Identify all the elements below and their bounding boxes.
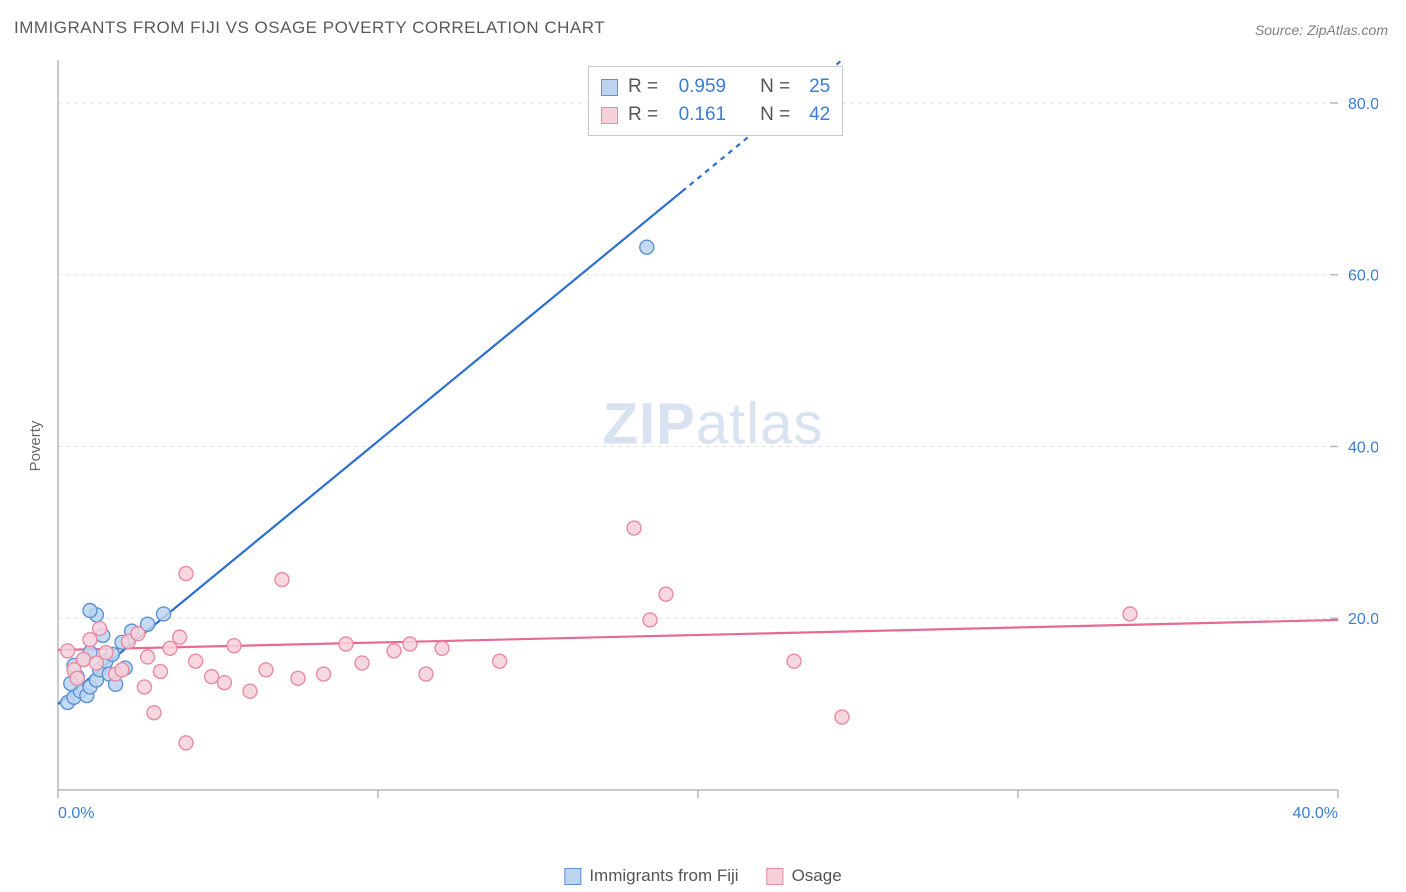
data-point: [163, 641, 177, 655]
x-tick-label: 0.0%: [58, 805, 94, 822]
data-point: [435, 641, 449, 655]
source-credit: Source: ZipAtlas.com: [1255, 22, 1388, 38]
series-legend: Immigrants from Fiji Osage: [564, 866, 841, 886]
correlation-legend: R = 0.959 N = 25 R = 0.161 N = 42: [588, 66, 843, 136]
y-tick-label: 40.0%: [1348, 439, 1378, 456]
data-point: [153, 664, 167, 678]
data-point: [640, 240, 654, 254]
scatter-chart: 20.0% 40.0% 60.0% 80.0% 0.0% 40.0%: [48, 50, 1378, 830]
data-point: [157, 607, 171, 621]
data-point: [131, 627, 145, 641]
x-tick-label: 40.0%: [1293, 805, 1338, 822]
data-point: [115, 663, 129, 677]
data-point: [259, 663, 273, 677]
legend-row: R = 0.161 N = 42: [601, 101, 830, 129]
data-point: [387, 644, 401, 658]
legend-r-value: 0.161: [668, 104, 726, 126]
legend-row: R = 0.959 N = 25: [601, 73, 830, 101]
data-point: [61, 644, 75, 658]
legend-swatch: [564, 868, 581, 885]
y-axis-label: Poverty: [27, 421, 44, 472]
y-tick-label: 80.0%: [1348, 96, 1378, 113]
legend-r-value: 0.959: [668, 76, 726, 98]
data-point: [217, 676, 231, 690]
data-point: [243, 684, 257, 698]
source-prefix: Source:: [1255, 22, 1307, 38]
data-point: [77, 652, 91, 666]
data-point: [83, 604, 97, 618]
legend-n-label: N =: [760, 104, 790, 126]
legend-r-label: R =: [628, 104, 658, 126]
data-point: [70, 671, 84, 685]
plot-area: ZIPatlas 20.0%40.0%60.0%80.0%0.0%40.0% R…: [48, 50, 1378, 830]
data-point: [189, 654, 203, 668]
legend-n-value: 42: [800, 104, 830, 126]
y-tick-label: 60.0%: [1348, 268, 1378, 285]
legend-n-label: N =: [760, 76, 790, 98]
legend-n-value: 25: [800, 76, 830, 98]
legend-swatch: [601, 107, 618, 124]
data-point: [643, 613, 657, 627]
data-point: [659, 587, 673, 601]
data-point: [173, 630, 187, 644]
data-point: [179, 736, 193, 750]
legend-r-label: R =: [628, 76, 658, 98]
y-tick-label: 20.0%: [1348, 611, 1378, 628]
data-point: [1123, 607, 1137, 621]
series-legend-item: Immigrants from Fiji: [564, 866, 738, 886]
legend-swatch: [601, 79, 618, 96]
data-point: [99, 646, 113, 660]
data-point: [275, 573, 289, 587]
data-point: [227, 639, 241, 653]
chart-container: IMMIGRANTS FROM FIJI VS OSAGE POVERTY CO…: [0, 0, 1406, 892]
chart-title: IMMIGRANTS FROM FIJI VS OSAGE POVERTY CO…: [14, 18, 605, 38]
regression-line: [58, 620, 1338, 650]
data-point: [627, 521, 641, 535]
data-point: [493, 654, 507, 668]
data-point: [419, 667, 433, 681]
series-legend-label: Osage: [792, 866, 842, 886]
data-point: [787, 654, 801, 668]
data-point: [339, 637, 353, 651]
source-link[interactable]: ZipAtlas.com: [1307, 22, 1388, 38]
series-legend-label: Immigrants from Fiji: [589, 866, 738, 886]
data-point: [179, 567, 193, 581]
legend-swatch: [767, 868, 784, 885]
data-point: [141, 650, 155, 664]
data-point: [355, 656, 369, 670]
data-point: [835, 710, 849, 724]
data-point: [291, 671, 305, 685]
data-point: [93, 622, 107, 636]
data-point: [317, 667, 331, 681]
data-point: [403, 637, 417, 651]
data-point: [137, 680, 151, 694]
data-point: [205, 670, 219, 684]
data-point: [83, 633, 97, 647]
series-legend-item: Osage: [767, 866, 842, 886]
data-point: [147, 706, 161, 720]
